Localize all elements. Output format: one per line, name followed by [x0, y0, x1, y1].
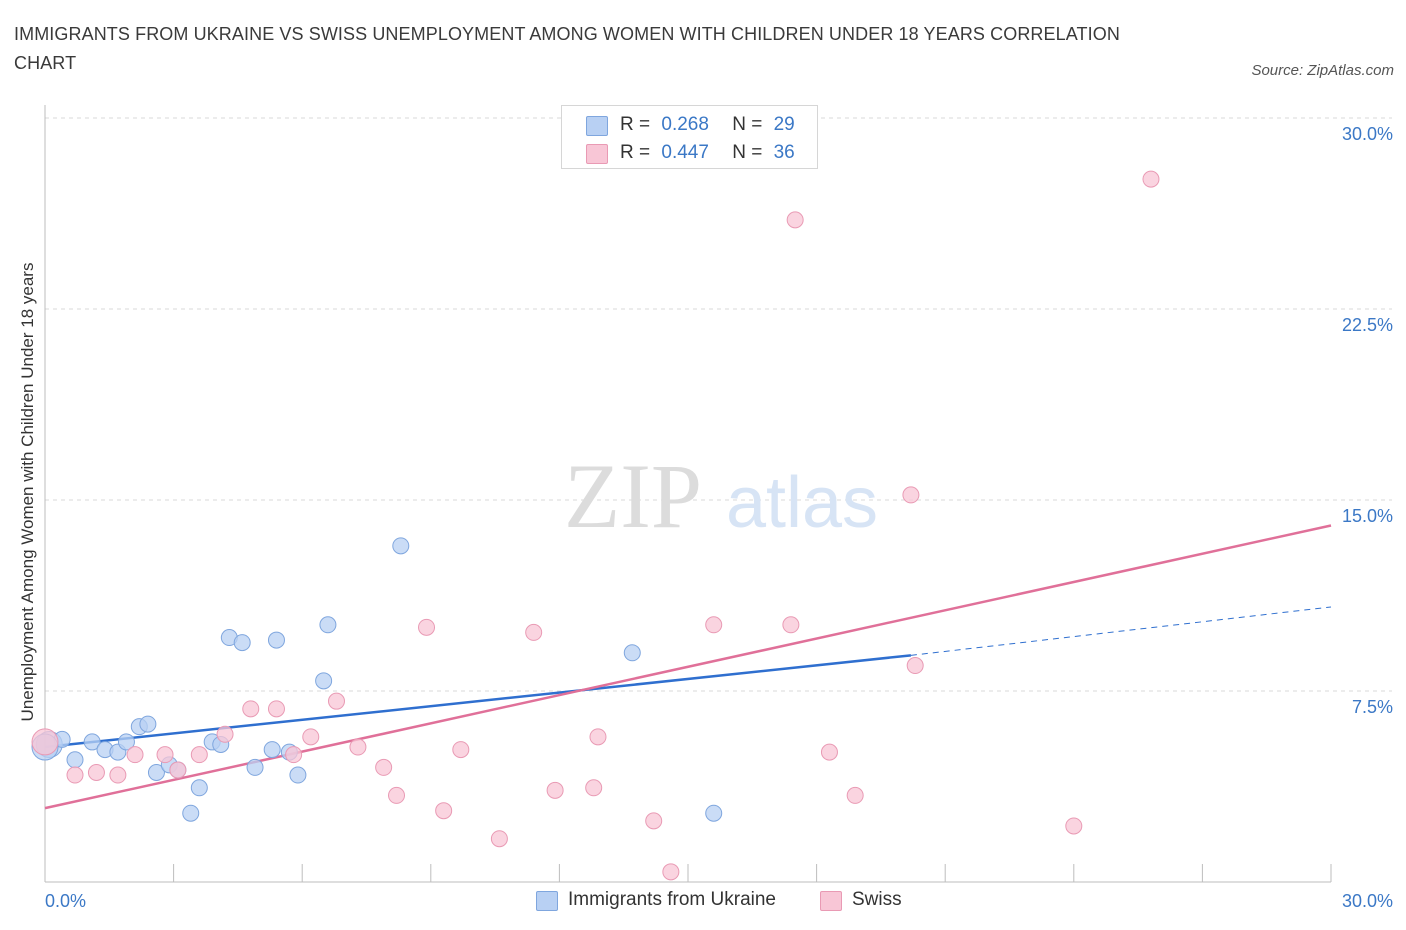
point-swiss: [782, 616, 800, 634]
point-swiss: [216, 725, 234, 743]
grid-lines: [45, 117, 1392, 692]
point-swiss: [705, 616, 723, 634]
legend-r-label: R =: [620, 142, 651, 163]
data-points: [31, 170, 1160, 881]
legend-swatch-swiss: [586, 144, 608, 164]
point-swiss: [435, 802, 453, 820]
watermark-atlas: atlas: [726, 463, 878, 543]
point-swiss: [662, 863, 680, 881]
point-swiss: [31, 728, 59, 756]
point-swiss: [156, 746, 174, 764]
legend-n-label: N =: [732, 114, 763, 135]
point-swiss: [169, 761, 187, 779]
point-swiss: [190, 746, 208, 764]
point-swiss: [302, 728, 320, 746]
trend-line-ukraine: [44, 654, 912, 749]
point-swiss: [267, 700, 285, 718]
point-ukraine: [267, 631, 285, 649]
point-swiss: [452, 741, 470, 759]
point-swiss: [589, 728, 607, 746]
point-ukraine: [319, 616, 337, 634]
point-swiss: [349, 738, 367, 756]
legend-n-value: 36: [773, 142, 795, 163]
point-swiss: [66, 766, 84, 784]
point-ukraine: [315, 672, 333, 690]
point-ukraine: [246, 758, 264, 776]
y-tick-label: 22.5%: [1342, 315, 1393, 335]
point-swiss: [418, 618, 436, 636]
point-swiss: [846, 786, 864, 804]
point-swiss: [786, 211, 804, 229]
source-label: Source: ZipAtlas.com: [1251, 62, 1394, 79]
point-ukraine: [83, 733, 101, 751]
point-swiss: [327, 692, 345, 710]
trend-line-ukraine-extension: [910, 606, 1332, 656]
trend-lines: [44, 524, 1332, 810]
point-ukraine: [139, 715, 157, 733]
point-ukraine: [705, 804, 723, 822]
legend-r-value: 0.268: [661, 114, 709, 135]
point-swiss: [546, 781, 564, 799]
trend-line-swiss: [44, 524, 1332, 810]
point-swiss: [645, 812, 663, 830]
bottom-legend-swatch-ukraine: [536, 891, 558, 911]
point-ukraine: [66, 751, 84, 769]
point-ukraine: [623, 644, 641, 662]
point-swiss: [388, 786, 406, 804]
point-swiss: [375, 758, 393, 776]
legend-r-label: R =: [620, 114, 651, 135]
point-ukraine: [190, 779, 208, 797]
y-tick-label: 30.0%: [1342, 124, 1393, 144]
y-tick-label: 15.0%: [1342, 506, 1393, 526]
point-swiss: [285, 746, 303, 764]
point-swiss: [126, 746, 144, 764]
point-swiss: [109, 766, 127, 784]
point-ukraine: [263, 741, 281, 759]
x-tick-label-min: 0.0%: [45, 891, 86, 911]
bottom-legend-swatch-swiss: [820, 891, 842, 911]
watermark-zip: ZIP: [564, 445, 702, 547]
point-ukraine: [233, 634, 251, 652]
point-ukraine: [117, 733, 135, 751]
point-ukraine: [147, 763, 165, 781]
point-ukraine: [289, 766, 307, 784]
legend-n-value: 29: [773, 114, 795, 135]
legend-swatch-ukraine: [586, 116, 608, 136]
legend-n-label: N =: [732, 142, 763, 163]
point-swiss: [1142, 170, 1160, 188]
bottom-legend-label-ukraine: Immigrants from Ukraine: [568, 889, 776, 910]
point-swiss: [490, 830, 508, 848]
legend-r-value: 0.447: [661, 142, 709, 163]
point-swiss: [525, 623, 543, 641]
point-swiss: [906, 657, 924, 675]
chart-title: IMMIGRANTS FROM UKRAINE VS SWISS UNEMPLO…: [14, 24, 1120, 73]
point-swiss: [585, 779, 603, 797]
point-swiss: [87, 763, 105, 781]
point-swiss: [242, 700, 260, 718]
bottom-legend-label-swiss: Swiss: [852, 889, 902, 910]
point-ukraine: [392, 537, 410, 555]
watermark: ZIP atlas: [564, 445, 878, 547]
point-swiss: [902, 486, 920, 504]
legend: R = 0.268 N = 29 R = 0.447 N = 36: [561, 105, 818, 169]
point-ukraine: [182, 804, 200, 822]
point-swiss: [1065, 817, 1083, 835]
y-tick-label: 7.5%: [1352, 697, 1393, 717]
point-swiss: [820, 743, 838, 761]
x-tick-label-max: 30.0%: [1342, 891, 1393, 911]
tick-labels: 0.0% 30.0% 7.5% 15.0% 22.5% 30.0%: [45, 124, 1393, 911]
